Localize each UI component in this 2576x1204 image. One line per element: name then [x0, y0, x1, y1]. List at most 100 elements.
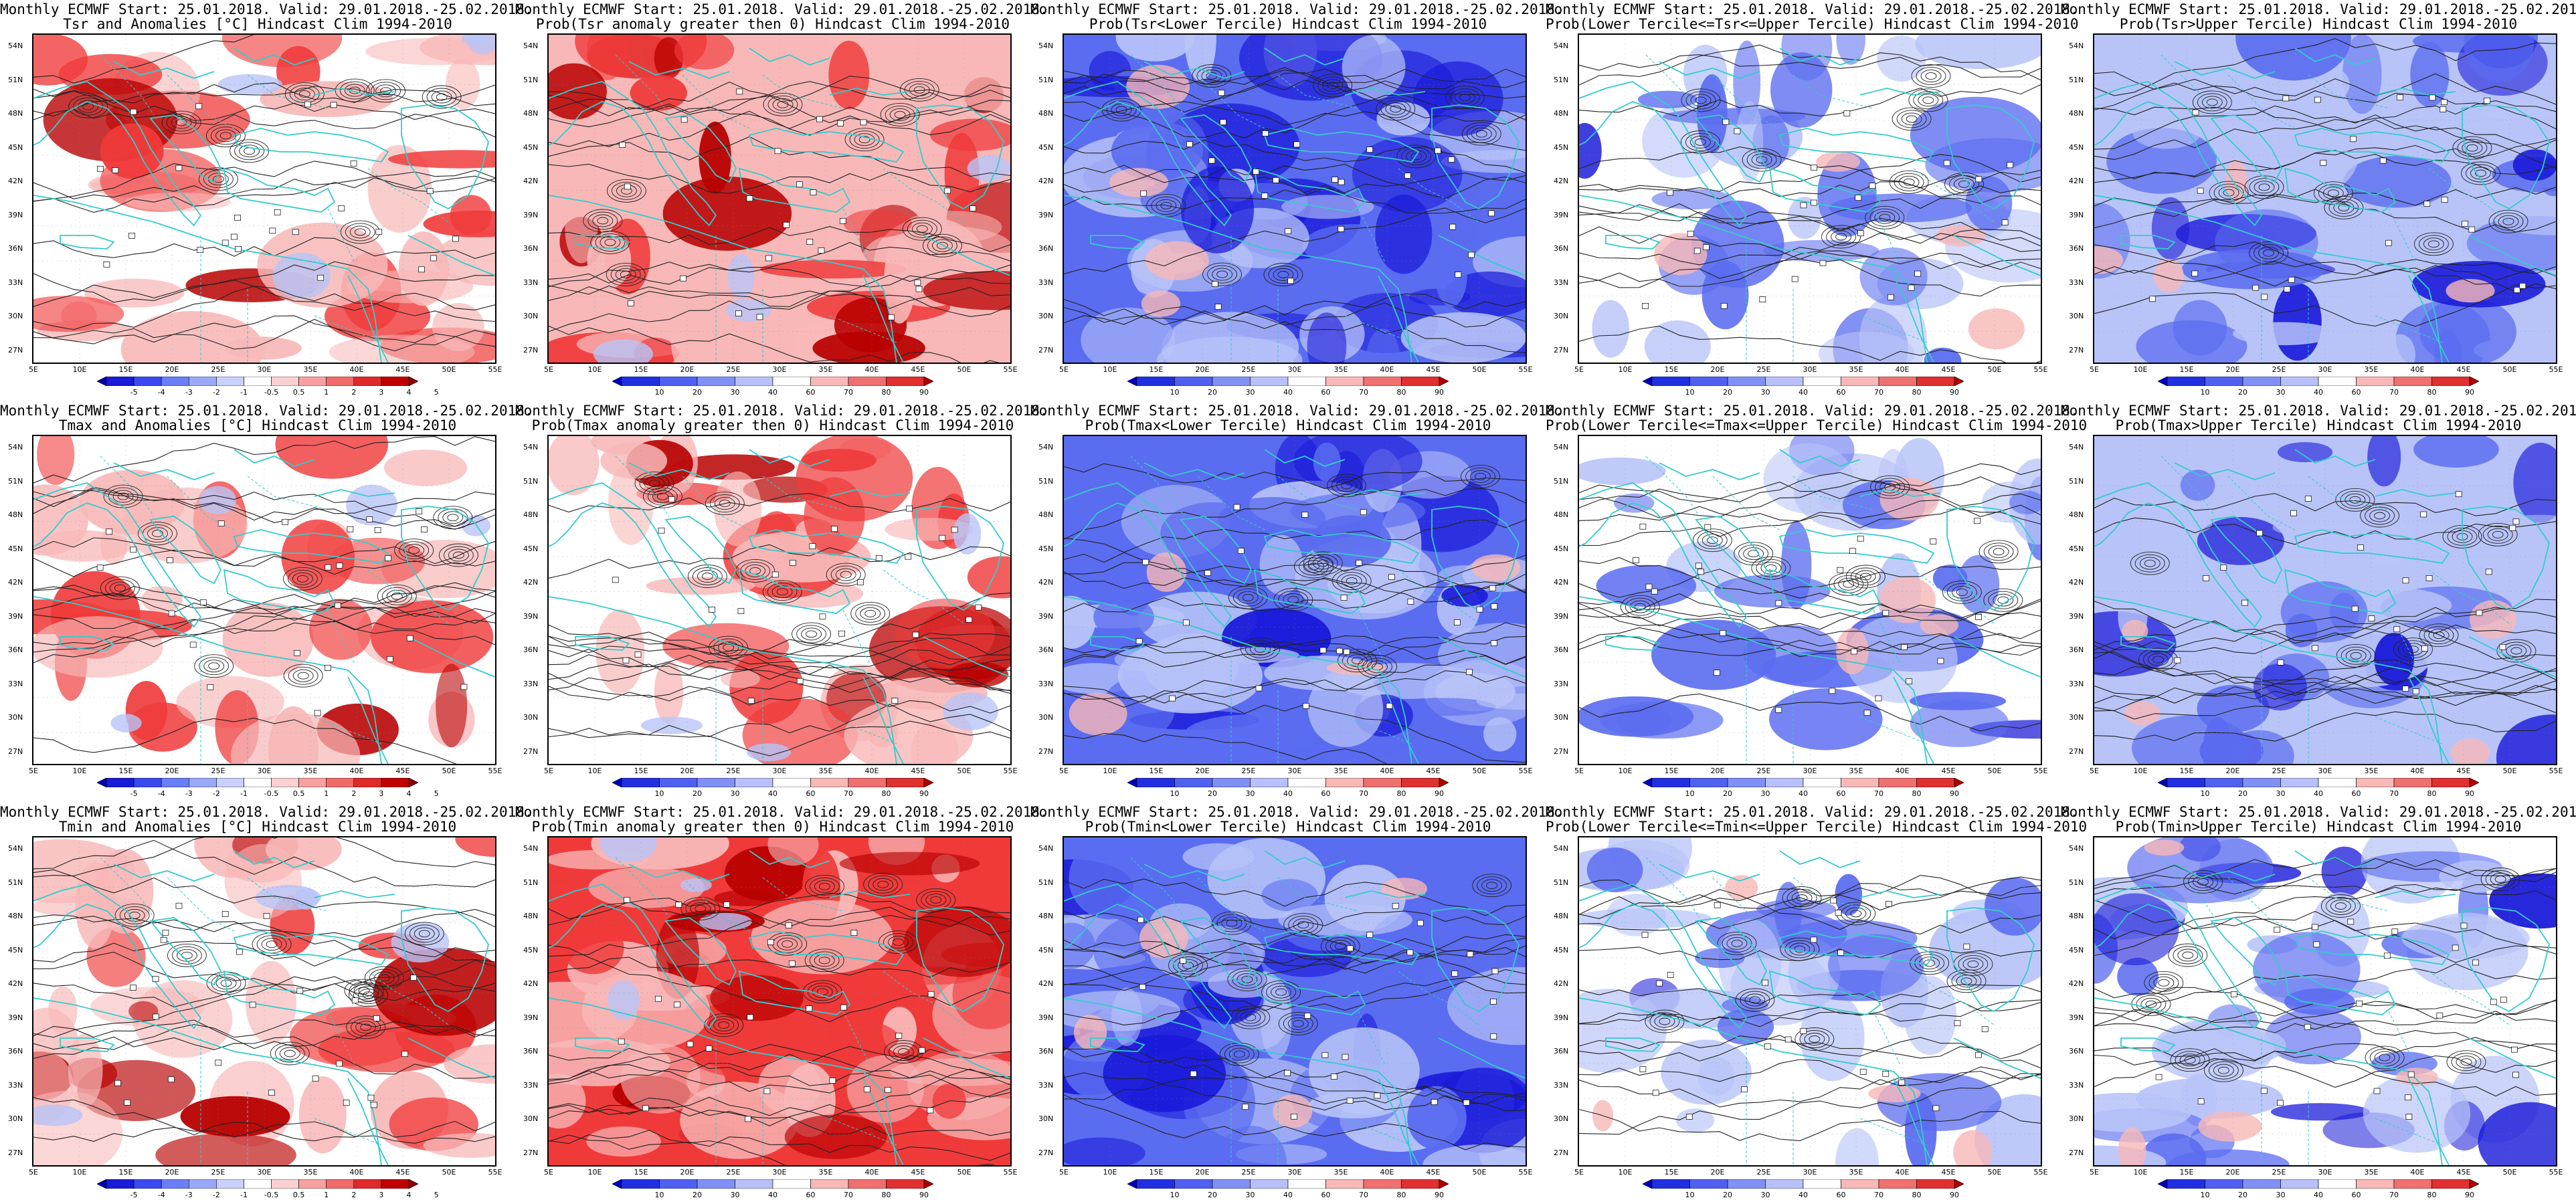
coastline	[1659, 61, 1760, 79]
coastline	[2210, 917, 2283, 986]
orography-contour	[1689, 136, 1711, 148]
station-marker	[1775, 706, 1782, 713]
country-border	[842, 1011, 870, 1066]
station-marker	[112, 167, 119, 173]
coastline	[233, 529, 389, 564]
orography-contour	[292, 572, 313, 585]
colorbar-tick-label: 2	[351, 388, 357, 397]
orography-contour	[1694, 138, 1706, 146]
orography-contour	[1227, 967, 1267, 991]
orography-contour	[2365, 506, 2395, 525]
country-border	[762, 877, 844, 912]
orography-contour	[344, 84, 365, 97]
latitude-label: 27N	[1554, 746, 1569, 756]
colorbar-segment	[298, 376, 327, 387]
latitude-label: 33N	[523, 278, 539, 287]
station-marker	[2203, 575, 2210, 581]
colorbar-segment	[216, 777, 244, 788]
longitude-label: 25E	[211, 365, 225, 374]
longitude-label: 20E	[165, 365, 179, 374]
station-marker	[654, 995, 662, 1002]
orography-contour	[166, 113, 197, 132]
orography-contour	[835, 568, 856, 581]
panel-title-model: Monthly ECMWF Start: 25.01.2018. Valid: …	[1030, 403, 1564, 419]
field-patch	[1115, 35, 1195, 62]
station-marker	[1906, 678, 1913, 685]
country-border	[314, 315, 382, 343]
coastline	[1064, 81, 1232, 227]
colorbar-tick-label: 80	[881, 789, 891, 798]
colorbar-segment	[886, 777, 925, 788]
colorbar-tick-label: 40	[2314, 388, 2323, 397]
latitude-label: 54N	[8, 844, 23, 853]
station-marker	[460, 684, 468, 690]
isotherm-contour	[33, 1019, 495, 1049]
orography-contour	[2320, 894, 2361, 918]
latitude-label: 45N	[8, 544, 23, 553]
station-marker	[2436, 1012, 2444, 1019]
field-patch-opposite	[1953, 1130, 1993, 1165]
orography-contour	[433, 506, 473, 530]
orography-contour	[1340, 482, 1352, 490]
field-patch	[2180, 470, 2215, 501]
latitude-label: 51N	[1554, 75, 1569, 84]
station-marker	[1762, 979, 1768, 986]
field-patch	[1081, 307, 1176, 363]
colorbar-tick-label: 70	[844, 789, 853, 798]
orography-contour	[858, 136, 870, 144]
orography-contour	[1168, 953, 1208, 977]
orography-contour	[1879, 480, 1901, 494]
orography-contour	[1471, 127, 1492, 140]
panel-title-model: Monthly ECMWF Start: 25.01.2018. Valid: …	[2061, 403, 2576, 419]
latitude-label: 39N	[523, 611, 539, 621]
colorbar-segment	[2205, 376, 2243, 387]
field-patch-opposite	[199, 486, 236, 514]
station-marker	[860, 119, 867, 126]
orography-contour	[1461, 122, 1501, 146]
orography-contour	[448, 548, 469, 562]
isotherm-contour	[1579, 203, 2041, 247]
field-patch-opposite	[953, 513, 982, 555]
latitude-label: 27N	[2069, 345, 2084, 355]
station-marker	[2420, 511, 2427, 518]
longitude-label: 30E	[257, 1168, 272, 1177]
isotherm-contour	[1064, 68, 1526, 99]
coastline	[1431, 104, 1520, 210]
orography-contour	[1216, 270, 1228, 278]
field-patch	[1261, 991, 1292, 1060]
orography-contour	[288, 666, 318, 685]
station-marker	[1937, 658, 1944, 664]
isotherm-contour	[1579, 1109, 2041, 1141]
station-marker	[2499, 643, 2506, 650]
orography-contour	[2456, 1056, 2477, 1069]
orography-contour	[167, 943, 207, 967]
station-marker	[130, 985, 136, 991]
field-patch	[1413, 61, 1503, 136]
station-marker	[796, 181, 803, 188]
station-marker	[1261, 193, 1269, 199]
isotherm-contour	[1064, 644, 1526, 668]
field-patch	[1606, 894, 1666, 936]
country-border	[615, 54, 670, 116]
station-marker	[1488, 210, 1495, 217]
orography-contour	[2451, 1053, 2482, 1072]
orography-contour	[2334, 902, 2347, 910]
field-patch	[1675, 1108, 1715, 1132]
orography-contour	[1294, 555, 1333, 579]
isotherm-contour	[1064, 173, 1526, 210]
longitude-label: 25E	[211, 767, 225, 775]
orography-contour	[1786, 889, 1817, 907]
station-marker	[1336, 647, 1343, 654]
orography-contour	[792, 622, 832, 646]
isotherm-contour	[2094, 963, 2556, 999]
colorbar-graphic	[1127, 1179, 1449, 1189]
station-marker	[875, 555, 883, 561]
field-patch	[1836, 35, 1865, 65]
country-border	[100, 857, 155, 918]
field-patch	[2232, 322, 2335, 346]
field-patch	[2403, 488, 2459, 541]
map-canvas	[2094, 35, 2556, 363]
coastline	[1431, 907, 1520, 1013]
orography-contour	[2501, 641, 2532, 660]
longitude-label: 50E	[442, 767, 456, 775]
